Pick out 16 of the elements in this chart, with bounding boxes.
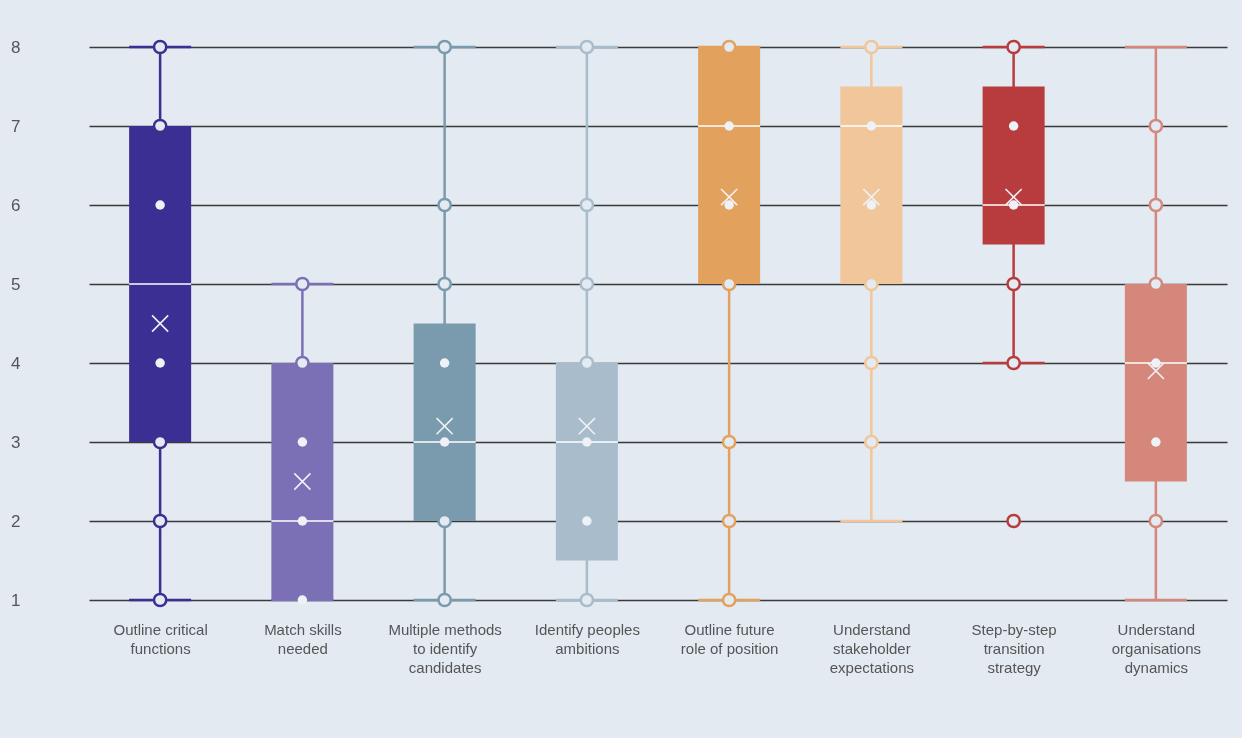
x-tick-label: Step-by-step transition strategy xyxy=(971,620,1057,676)
x-tick-label: Understand stakeholder expectations xyxy=(829,620,914,676)
x-tick-label: Understand organisations dynamics xyxy=(1111,620,1201,676)
y-tick-label: 2 xyxy=(11,511,21,531)
y-tick-label: 1 xyxy=(11,590,21,610)
x-tick-label: Outline critical functions xyxy=(113,620,208,657)
y-tick-label: 7 xyxy=(11,116,21,136)
y-tick-label: 8 xyxy=(11,37,21,57)
x-tick-label: Outline future role of position xyxy=(680,620,779,657)
y-tick-label: 6 xyxy=(11,195,21,215)
y-tick-label: 5 xyxy=(11,274,21,294)
x-tick-label: Multiple methods to identify candidates xyxy=(388,620,502,676)
x-tick-label: Match skills needed xyxy=(264,620,342,657)
x-tick-label: Identify peoples ambitions xyxy=(534,620,640,657)
y-tick-label: 4 xyxy=(11,353,21,373)
y-tick-label: 3 xyxy=(11,432,21,452)
